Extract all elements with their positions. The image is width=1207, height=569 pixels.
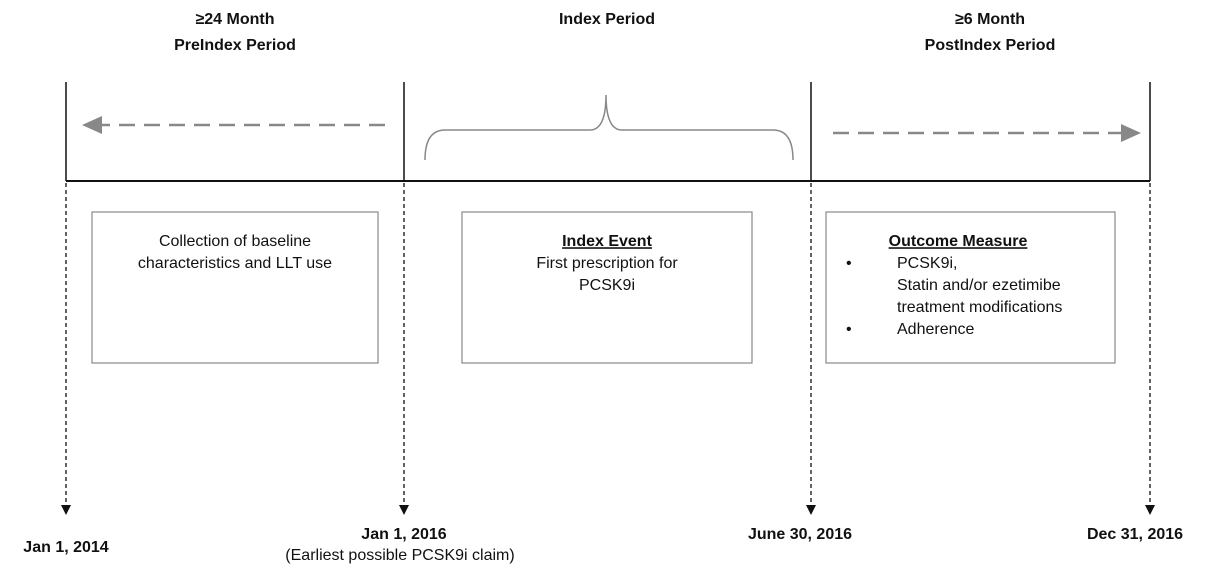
box-text: Statin and/or ezetimibe <box>897 277 1061 294</box>
period-header: ≥24 Month <box>196 11 275 28</box>
period-header: PreIndex Period <box>174 37 296 54</box>
box-text: PCSK9i <box>579 277 635 294</box>
postindex-arrow <box>833 124 1141 142</box>
box-text: First prescription for <box>536 255 678 272</box>
box-text: Adherence <box>897 321 974 338</box>
index-brace <box>424 94 794 161</box>
box <box>91 211 379 364</box>
preindex-arrow <box>82 116 385 134</box>
date-label: Dec 31, 2016 <box>1087 526 1183 543</box>
period-header: PostIndex Period <box>925 37 1056 54</box>
date-label: Jan 1, 2016 <box>361 526 447 543</box>
date-note: (Earliest possible PCSK9i claim) <box>285 547 514 564</box>
box-text: treatment modifications <box>897 299 1062 316</box>
date-arrows <box>61 183 1155 515</box>
box <box>825 211 1116 364</box>
period-header: ≥6 Month <box>955 11 1025 28</box>
date-label: June 30, 2016 <box>748 526 852 543</box>
bullet: • <box>846 321 852 338</box>
period-header: Index Period <box>559 11 655 28</box>
box-title: Outcome Measure <box>889 233 1028 250</box>
date-label: Jan 1, 2014 <box>23 539 109 556</box>
box-text: characteristics and LLT use <box>138 255 332 272</box>
box <box>461 211 753 364</box>
box-text: Collection of baseline <box>159 233 311 250</box>
box-title: Index Event <box>562 233 652 250</box>
box-text: PCSK9i, <box>897 255 957 272</box>
period-dividers <box>65 82 1151 181</box>
bullet: • <box>846 255 852 272</box>
